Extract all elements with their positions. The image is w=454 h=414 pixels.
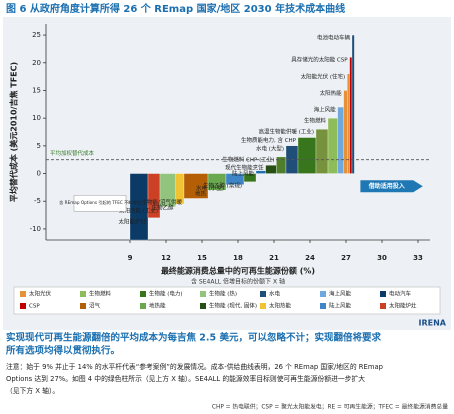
step-label: 生物能/沼气供暖 [142,198,183,206]
step-label: 太阳热能 [320,89,343,97]
legend-label: 生物能 (电力) [149,290,183,298]
legend-label: 太阳光伏 [29,290,52,298]
y-tick-label: -10 [30,225,41,233]
legend-swatch [260,291,266,297]
step-label: 太阳热能 (工业) [119,206,158,214]
step-label: 生物乙醇 [152,204,175,212]
x-tick-label: 15 [197,254,207,262]
x-axis-label: 最终能源消费总量中的可再生能源份额 (%) [161,266,315,276]
cost-step [243,173,257,182]
cost-step [343,90,348,174]
y-tick-label: 15 [32,86,41,94]
legend-swatch [80,303,86,309]
cost-step [347,73,350,174]
legend-swatch [200,303,206,309]
y-tick-label: 25 [32,31,41,39]
arrow-label: 借助适用投入 [368,182,405,190]
figure-title: 图 6 从政府角度计算所得 26 个 REmap 国家/地区 2030 年技术成… [6,2,345,15]
cost-step [349,57,353,174]
x-tick-label: 21 [269,254,279,262]
average-label: 平均加权替代成本 [50,149,95,157]
arrow-box [360,180,423,193]
legend-swatch [200,291,206,297]
legend-swatch [20,303,26,309]
legend-swatch [320,291,326,297]
step-label: 生物燃料 [304,117,327,125]
step-label: 太阳能光伏 (住宅) [301,72,346,80]
legend-swatch [320,303,326,309]
legend-label: 电动汽车 [389,290,412,298]
note-line: （见下方 X 轴）。 [6,386,59,395]
y-axis-label: 平均替代成本 (美元2010/吉焦 TFEC) [9,62,19,202]
x-tick-label: 27 [341,254,351,262]
y-tick-label: 20 [32,59,41,67]
cost-step [265,165,277,174]
step-label: 生物质能电力, 含 CHP [241,136,297,144]
legend-label: 海上风能 [329,290,352,298]
step-label: 陆上风能 [232,169,255,177]
legend-label: 沼气 [89,302,101,310]
options-note-box [73,194,127,212]
note-line: 注意：始于 9% 并止于 14% 的水平杆代表“参考案例”的发展情况。成本-供给… [6,362,383,371]
legend-swatch [80,291,86,297]
y-tick-label: 5 [37,142,41,150]
step-label: 海上风能 [314,106,337,114]
step-label: 地热 [195,190,207,198]
brand: IRENA [419,319,447,328]
legend-label: 生物能 (现代, 固体) [209,302,257,310]
step-label: 电池电动车辆 [317,34,351,42]
x-tick-label: 12 [161,254,171,262]
x-tick-label: 30 [377,254,387,262]
cost-step [315,129,329,174]
footer: CHP = 热电联供；CSP = 聚光太阳能发电；RE = 可再生能源；TFEC… [212,403,448,411]
x-tick-label: 9 [128,254,133,262]
legend-swatch [380,303,386,309]
x-axis-note: 含 SE4ALL 倍增目标的份额下 X 轴 [191,278,285,286]
cost-step [351,34,355,174]
cost-step [297,137,317,174]
legend-label: 生物燃料 [89,290,112,298]
legend-label: 陆上风能 [329,302,352,310]
cost-step [129,173,149,241]
y-tick-label: 10 [32,114,41,122]
options-note: 含 REmap Options 引起的 TFEC 不断增加 [59,199,141,206]
legend-label: 太阳热能 [269,302,292,310]
note-line: Options 达到 27%。如图 4 中的绿色柱所示（见上方 X 轴）。SE4… [6,374,365,383]
step-label: 具存储光的太阳能 CSP [291,56,348,64]
legend-swatch [380,291,386,297]
step-label: 水电 (大型) [256,144,284,152]
y-tick-label: -5 [34,197,41,205]
step-label: 太阳能炉灶 [118,217,146,225]
callout-line: 实现现代可再生能源翻倍的平均成本为每吉焦 2.5 美元，可以忽略不计；实现翻倍将… [6,332,381,344]
y-tick-label: 0 [37,170,41,178]
legend-label: 生物能 (热) [209,290,237,298]
x-tick-label: 33 [413,254,423,262]
x-tick-label: 18 [233,254,243,262]
legend-swatch [140,303,146,309]
step-label: 生物乙醇 (常规) [203,181,242,189]
callout-line: 所有选项均得以贯彻执行。 [6,345,120,357]
step-label: 水电 (小型) [196,184,224,192]
legend-label: CSP [29,304,40,310]
legend-label: 太阳能炉灶 [389,302,417,310]
legend-swatch [20,291,26,297]
legend-label: 地热能 [149,302,166,310]
legend-label: 水电 [269,290,281,298]
x-tick-label: 24 [305,254,315,262]
cost-step [337,106,344,174]
step-label: 高温生物能供暖 (工业) [258,128,314,136]
step-label: 现代生物能烹饪 [225,164,264,172]
cost-step [327,118,338,174]
legend-swatch [140,291,146,297]
legend-swatch [260,303,266,309]
cost-step [183,173,209,199]
